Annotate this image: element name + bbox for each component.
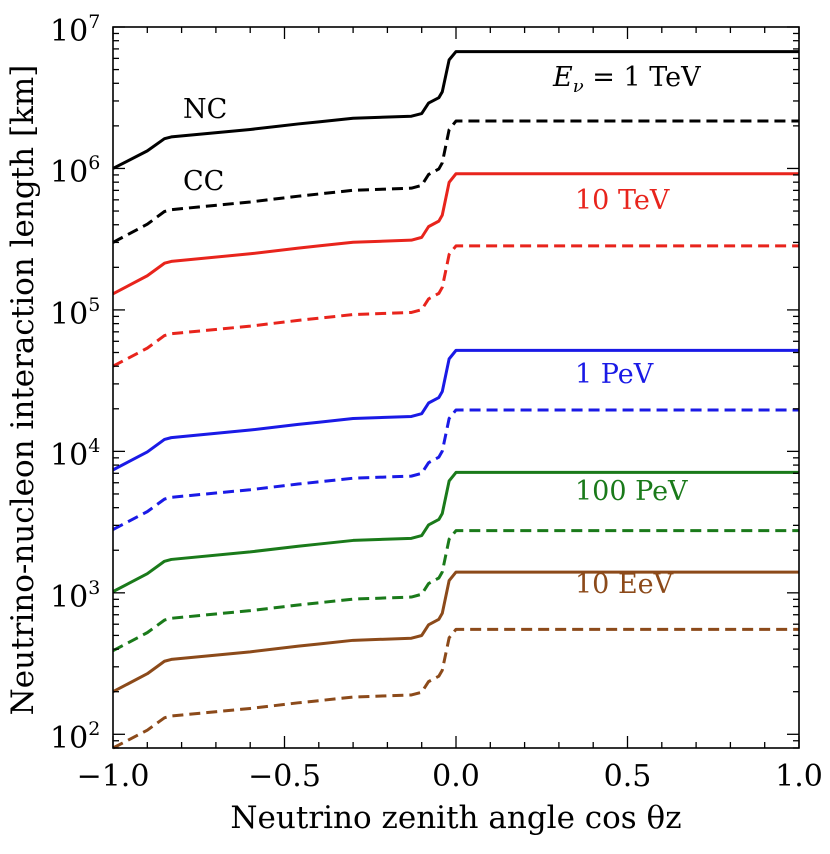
- y-tick-label: 104: [50, 435, 100, 473]
- x-tick-label: 0.0: [432, 759, 480, 794]
- series-line-nc-1-tev: [112, 50, 799, 170]
- series-line-nc-10-tev: [112, 172, 799, 296]
- y-tick-labels: 102 103 104 105 106 107: [50, 11, 100, 756]
- y-tick-label: 105: [50, 294, 100, 332]
- y-tick-label: 106: [50, 152, 100, 190]
- tick-group: [112, 26, 800, 749]
- label-energy-100pev: 100 PeV: [575, 476, 688, 507]
- label-energy-10eev: 10 EeV: [575, 569, 674, 600]
- y-tick-label: 103: [50, 577, 100, 615]
- label-nc: NC: [183, 94, 227, 125]
- x-tick-label: −1.0: [77, 759, 150, 794]
- series-line-cc-10-eev: [112, 627, 799, 750]
- label-energy-1tev: Eν = 1 TeV: [552, 62, 701, 97]
- series-line-cc-10-tev: [112, 244, 799, 368]
- curve-group: [112, 50, 799, 750]
- plot-frame: [112, 26, 800, 749]
- series-line-nc-10-eev: [112, 570, 799, 694]
- label-energy-10tev: 10 TeV: [575, 185, 670, 216]
- annotation-group: NC CC Eν = 1 TeV 10 TeV 1 PeV 100 PeV 10…: [183, 62, 701, 600]
- x-tick-label: 0.5: [604, 759, 652, 794]
- y-tick-label: 107: [50, 11, 100, 49]
- x-tick-label: −0.5: [248, 759, 321, 794]
- series-line-cc-100-pev: [112, 529, 799, 653]
- series-line-cc-1-tev: [112, 119, 799, 244]
- series-line-nc-1-pev: [112, 348, 799, 472]
- y-tick-label: 102: [50, 718, 100, 756]
- y-axis-title: Neutrino-nucleon interaction length [km]: [5, 65, 41, 716]
- x-tick-labels: −1.0 −0.5 0.0 0.5 1.0: [77, 759, 823, 794]
- label-energy-1pev: 1 PeV: [575, 359, 654, 390]
- series-line-nc-100-pev: [112, 470, 799, 593]
- series-line-cc-1-pev: [112, 408, 799, 531]
- label-cc: CC: [183, 166, 224, 197]
- x-axis-title: Neutrino zenith angle cos θz: [230, 800, 681, 836]
- x-tick-label: 1.0: [775, 759, 823, 794]
